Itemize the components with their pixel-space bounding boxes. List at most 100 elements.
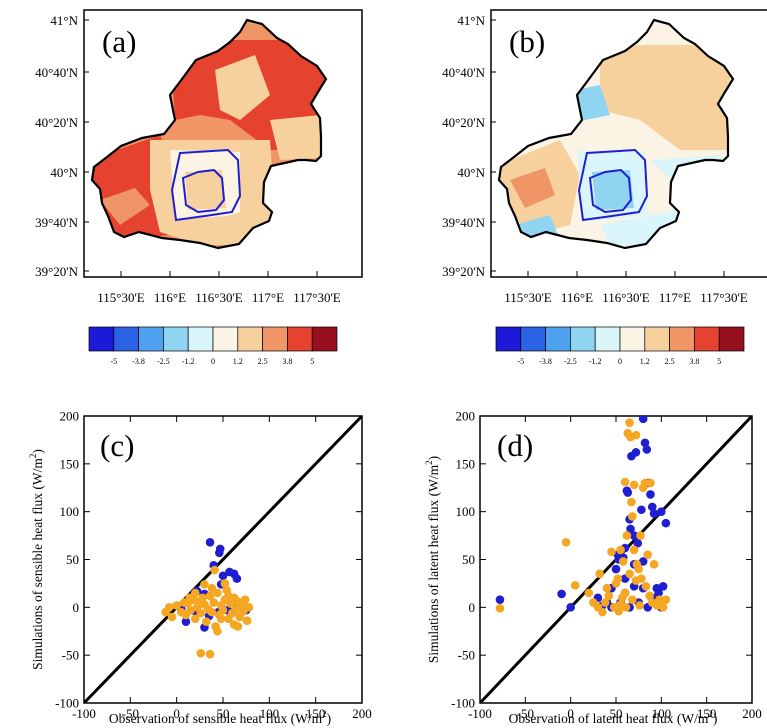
scatter-point <box>205 649 215 659</box>
lon-tick-label: 116°30'E <box>195 290 243 305</box>
colorbar-box <box>545 326 571 352</box>
scatter-point <box>631 430 641 440</box>
scatter-point <box>604 591 614 601</box>
scatter-point <box>629 531 639 540</box>
scatter-point <box>205 537 215 547</box>
lat-tick-label: 40°20'N <box>442 115 486 130</box>
x-tick-label: 50 <box>217 706 230 721</box>
colorbar-label: -1.2 <box>589 357 602 366</box>
northeast-valley <box>270 115 322 160</box>
scatter-point <box>602 583 612 593</box>
colorbar-box <box>644 326 670 352</box>
scatter-point <box>638 416 648 424</box>
scatter-point <box>218 605 228 615</box>
colorbar-label: 1.2 <box>640 357 650 366</box>
lat-tick-label: 40°N <box>50 165 78 180</box>
plot-axes: -100 -50 0 50 100 150 200 -100 -50 0 50 100 150 200 Ob… <box>424 409 762 727</box>
y-tick-label: -50 <box>458 648 475 663</box>
lon-tick-label: 116°E <box>154 290 186 305</box>
colorbar-label: -3.8 <box>132 357 145 366</box>
lon-tick-label: 116°30'E <box>602 290 650 305</box>
colorbar-label: 0 <box>211 357 215 366</box>
scatter-point <box>623 488 633 497</box>
fourth-ring-road <box>181 168 226 214</box>
y-tick-label: 0 <box>73 600 80 615</box>
scatter-point <box>202 617 211 626</box>
scatter-point <box>636 531 645 540</box>
colorbar-box <box>619 326 646 352</box>
colorbar-label: 1.2 <box>233 357 243 366</box>
scatter-point <box>210 565 219 575</box>
scatter-point <box>232 574 242 583</box>
scatter-point <box>570 581 580 590</box>
scatter-point <box>658 581 668 591</box>
y-tick-label: 100 <box>456 504 476 519</box>
y-tick-label: 150 <box>60 456 80 471</box>
x-axis-title-text: Observation of latent heat flux (W/m <box>509 711 709 726</box>
scatter-point <box>641 581 651 591</box>
x-axis-title-close: ) <box>713 711 718 726</box>
scatter-point <box>216 614 226 624</box>
scatter-point <box>595 569 604 579</box>
y-tick-label: 200 <box>456 409 476 424</box>
scatter-point <box>645 591 654 601</box>
scatter-point <box>625 569 634 579</box>
scatter-point <box>233 622 243 631</box>
y-axis-title-exponent: 2 <box>28 454 38 459</box>
x-axis-title-exponent: 2 <box>322 709 327 719</box>
scatter-point <box>649 509 659 518</box>
scatter-point <box>647 502 657 512</box>
y-tick-label: -100 <box>55 696 79 711</box>
scatter-point <box>167 612 177 622</box>
y-tick-label: 100 <box>60 504 80 519</box>
scatter-point <box>634 564 643 574</box>
lat-tick-label: 39°20'N <box>35 264 79 279</box>
scatter-point <box>209 598 219 607</box>
scatter-point <box>646 490 655 499</box>
scatter-point <box>207 607 217 617</box>
scatter-point <box>196 648 206 658</box>
y-tick-label: -50 <box>62 648 79 663</box>
plot-axes: -100 -50 0 50 100 150 200 -100 -50 0 50 100 150 200 Ob… <box>28 409 372 727</box>
colorbar-label: -2.5 <box>564 357 577 366</box>
panel-label-c: (c) <box>100 428 134 463</box>
colorbar-label: 5 <box>717 357 721 366</box>
scatter-point <box>205 591 215 601</box>
southwest-strip <box>100 188 150 225</box>
lat-tick-label: 40°40'N <box>442 65 486 80</box>
scatter-point <box>220 579 230 588</box>
scatter-point <box>625 418 634 427</box>
scatter-point <box>213 588 222 598</box>
scatter-point <box>649 559 659 569</box>
scatter-point <box>495 603 505 613</box>
x-tick-label: 150 <box>306 706 326 721</box>
colorbar-box <box>262 326 288 352</box>
scatter-point <box>557 589 566 599</box>
scatter-point <box>642 445 652 454</box>
map-axes: 41°N 40°40'N 40°20'N 40°N 39°40'N 39°20'N 115°… <box>35 13 748 305</box>
lat-tick-label: 39°40'N <box>35 215 79 230</box>
scatter-point <box>164 603 174 612</box>
x-axis-title-close: ) <box>327 711 332 726</box>
scatter-point <box>654 588 663 598</box>
colorbar-box <box>718 326 745 352</box>
scatter-point <box>628 512 637 521</box>
scatter-point <box>646 478 655 488</box>
scatter-point <box>611 564 621 574</box>
colorbar-label: -5 <box>517 357 524 366</box>
scatter-point <box>218 571 228 581</box>
y-axis-title-close: ) <box>30 449 45 454</box>
colorbar-box <box>237 326 263 352</box>
fourth-ring-road <box>588 168 633 214</box>
lat-tick-label: 40°40'N <box>35 65 79 80</box>
colorbar-box <box>520 326 546 352</box>
colorbar-label: -5 <box>110 357 117 366</box>
x-tick-label: 150 <box>697 706 717 721</box>
lat-tick-label: 41°N <box>50 13 78 28</box>
colorbar-label: 0 <box>618 357 622 366</box>
scatter-point <box>598 607 607 617</box>
scatter-point <box>661 518 671 528</box>
scatter-point <box>626 524 635 534</box>
scatter-point <box>215 544 225 554</box>
y-axis-title-text: Simulations of latent heat flux (W/m <box>426 464 441 663</box>
